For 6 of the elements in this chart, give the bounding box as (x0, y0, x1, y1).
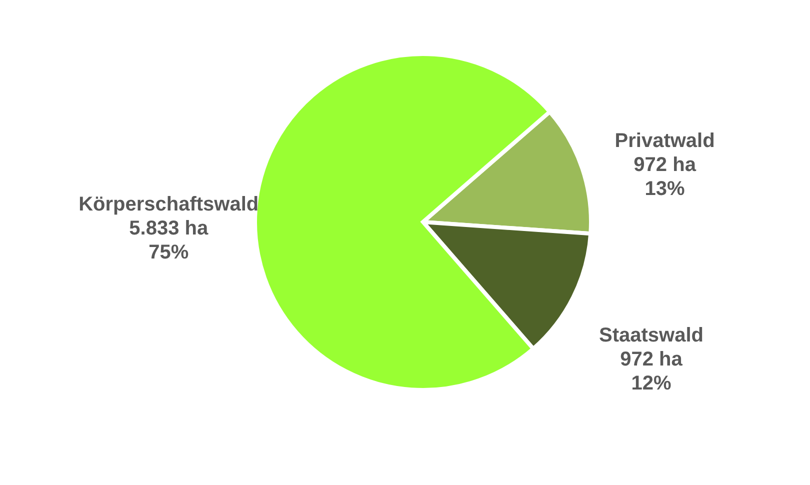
slice-label: Körperschaftswald (78, 193, 259, 216)
data-label: 5.833 ha 75% (129, 217, 209, 264)
slice-label: Privatwald (614, 130, 715, 152)
data-label: 972 ha 13% (634, 154, 697, 200)
slice-label: Staatswald (599, 324, 704, 347)
data-label: 972 ha 12% (620, 348, 684, 395)
